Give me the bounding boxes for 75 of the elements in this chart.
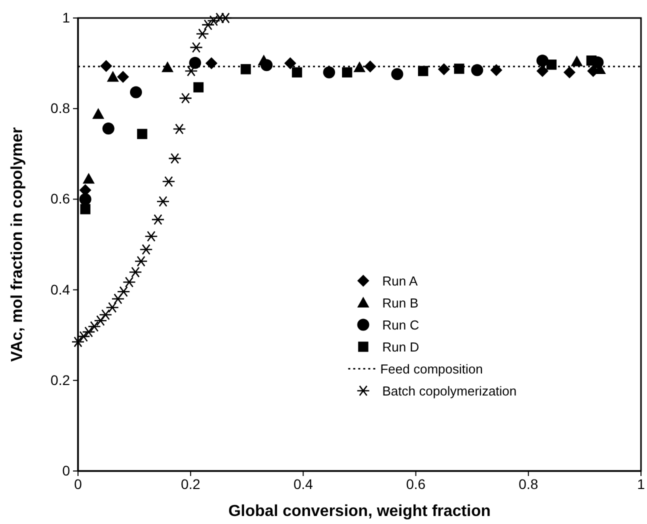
point: [190, 42, 203, 53]
point: [139, 244, 153, 255]
y-axis-title: VAc, mol fraction in copolymer: [9, 127, 26, 362]
point: [106, 70, 119, 82]
legend-label: Run A: [382, 274, 418, 289]
point: [122, 276, 136, 288]
point: [128, 266, 142, 278]
point: [88, 321, 101, 332]
point: [184, 66, 198, 76]
x-tick-label: 0: [74, 476, 82, 492]
point: [162, 176, 176, 187]
point: [100, 60, 112, 72]
point: [342, 67, 352, 78]
point: [162, 61, 174, 72]
point: [292, 67, 302, 78]
point: [106, 302, 119, 313]
point: [536, 65, 548, 77]
point: [111, 293, 125, 304]
point: [284, 57, 296, 70]
x-tick-label: 0.2: [180, 476, 201, 492]
point: [205, 57, 218, 70]
point: [151, 214, 165, 226]
point: [564, 66, 576, 78]
point: [116, 286, 130, 298]
legend-label: Run D: [382, 340, 420, 355]
point: [354, 61, 366, 72]
point: [117, 70, 130, 83]
point: [193, 82, 204, 92]
point: [240, 64, 251, 74]
x-tick-label: 1: [637, 476, 646, 492]
point: [94, 315, 108, 326]
point: [546, 60, 557, 70]
point: [418, 66, 428, 76]
point: [490, 64, 502, 76]
point: [364, 60, 376, 72]
point: [130, 86, 142, 98]
legend-label: Run C: [382, 318, 420, 333]
point: [71, 336, 85, 348]
point: [454, 64, 464, 74]
legend-label: Batch copolymerization: [382, 384, 517, 399]
y-tick-label: 0.6: [50, 190, 70, 207]
point: [82, 326, 96, 338]
legend-label: Run B: [382, 296, 418, 311]
y-tick-label: 0.4: [50, 281, 70, 298]
point: [391, 68, 404, 80]
point: [196, 28, 210, 40]
x-tick-label: 0.8: [518, 476, 538, 492]
point: [536, 54, 548, 67]
point: [102, 122, 114, 135]
y-tick-label: 1: [62, 9, 70, 26]
legend-label: Feed composition: [380, 362, 483, 377]
y-tick-label: 0: [62, 462, 70, 478]
point: [98, 309, 112, 320]
point: [79, 193, 92, 206]
point: [76, 331, 90, 342]
point: [80, 204, 90, 214]
point: [323, 66, 336, 78]
point: [168, 152, 182, 164]
y-tick-label: 0.2: [50, 372, 70, 388]
x-axis-title: Global conversion, weight fraction: [228, 503, 491, 520]
point: [137, 128, 148, 140]
y-tick-label: 0.8: [50, 100, 70, 116]
point: [134, 256, 148, 267]
point: [438, 63, 450, 76]
point: [82, 172, 95, 184]
point: [92, 108, 104, 119]
point: [144, 230, 158, 242]
point: [172, 124, 186, 134]
x-tick-label: 0.4: [293, 476, 314, 492]
point: [471, 64, 484, 76]
x-tick-label: 0.6: [406, 476, 426, 492]
point: [156, 196, 170, 207]
point: [570, 55, 583, 66]
point: [178, 92, 192, 104]
point: [189, 56, 202, 69]
